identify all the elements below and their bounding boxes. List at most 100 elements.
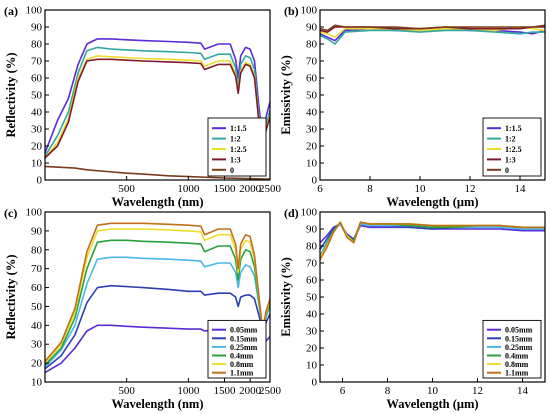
x-tick-label: 6 — [340, 385, 346, 397]
series-line-1-1mm — [45, 222, 270, 362]
x-axis-label: Wavelength (nm) — [111, 397, 203, 411]
series-line-0-15mm — [45, 284, 270, 370]
plot-frame — [44, 211, 271, 383]
legend-label: 0 — [230, 166, 234, 175]
series-line-1-1-5 — [45, 38, 270, 154]
legend-label: 0.4mm — [230, 352, 254, 361]
y-tick-label: 50 — [306, 90, 318, 102]
y-tick-label: 30 — [306, 124, 318, 136]
y-tick-label: 70 — [31, 263, 43, 275]
legend-label: 0.25mm — [505, 343, 533, 352]
y-tick-label: 90 — [31, 225, 43, 237]
y-tick-label: 70 — [306, 258, 318, 270]
x-tick-label: 14 — [517, 385, 529, 397]
legend-label: 0.15mm — [505, 334, 533, 343]
legend-label: 1:2.5 — [230, 145, 247, 154]
x-tick-label: 14 — [515, 183, 527, 195]
y-tick-label: 40 — [306, 309, 318, 321]
panel-b: (b) 0 10 20 30 40 50 60 70 80 90 100 6 8 10 12 14 Wavelen… — [279, 4, 546, 209]
y-tick-label: 0 — [312, 175, 318, 187]
y-tick-label: 40 — [31, 107, 43, 119]
panel-label: (c) — [4, 206, 17, 220]
y-tick-label: 10 — [31, 377, 43, 389]
y-tick-label: 40 — [31, 320, 43, 332]
x-tick-label: 1000 — [177, 385, 200, 397]
y-tick-label: 50 — [31, 301, 43, 313]
y-tick-label: 100 — [26, 5, 43, 17]
y-axis-label: Emissivity (%) — [279, 55, 293, 135]
y-tick-label: 10 — [31, 158, 43, 170]
y-axis-label: Reflectivity (%) — [4, 254, 18, 339]
x-tick-label: 6 — [317, 183, 323, 195]
legend-label: 0 — [505, 166, 509, 175]
y-tick-label: 0 — [37, 175, 43, 187]
x-tick-label: 500 — [118, 183, 135, 195]
legend-label: 0.05mm — [230, 326, 258, 335]
y-tick-label: 70 — [306, 56, 318, 68]
series-line-0 — [45, 165, 270, 180]
legend-label: 0.05mm — [505, 326, 533, 335]
y-axis-label: Reflectivity (%) — [4, 52, 18, 137]
y-tick-label: 30 — [31, 339, 43, 351]
x-axis-label: Wavelength (nm) — [111, 195, 203, 209]
x-tick-label: 1500 — [213, 385, 236, 397]
legend-label: 1.1mm — [230, 369, 254, 378]
y-tick-label: 80 — [306, 241, 318, 253]
y-tick-label: 80 — [31, 244, 43, 256]
series-line-1-3 — [45, 58, 270, 159]
y-tick-label: 0 — [312, 377, 318, 389]
y-tick-label: 100 — [301, 207, 318, 219]
legend-label: 0.25mm — [230, 343, 258, 352]
y-tick-label: 60 — [306, 275, 318, 287]
y-tick-label: 70 — [31, 56, 43, 68]
x-tick-label: 1000 — [177, 183, 200, 195]
legend-label: 0.8mm — [505, 360, 529, 369]
x-tick-label: 8 — [367, 183, 373, 195]
legend-label: 1:1.5 — [230, 124, 247, 133]
legend-label: 1:2 — [505, 135, 516, 144]
panel-label: (d) — [284, 206, 299, 220]
x-tick-label: 2000 — [239, 183, 262, 195]
y-tick-label: 50 — [306, 292, 318, 304]
legend-label: 1.1mm — [505, 369, 529, 378]
legend-label: 1:1.5 — [505, 124, 522, 133]
y-tick-label: 60 — [31, 282, 43, 294]
x-axis-label: Wavelength (μm) — [386, 195, 478, 209]
y-tick-label: 90 — [31, 22, 43, 34]
y-tick-label: 10 — [306, 360, 318, 372]
series-line-1-2 — [45, 46, 270, 157]
y-tick-label: 60 — [306, 73, 318, 85]
y-tick-label: 20 — [306, 343, 318, 355]
legend-label: 0.8mm — [230, 360, 254, 369]
legend: 1:1.5 1:21:2.51:3 0 — [207, 117, 267, 177]
x-tick-label: 2500 — [259, 183, 282, 195]
panel-d: (d) 0 10 20 30 40 50 60 70 80 90 100 6 8 10 12 14 Wavelen… — [279, 206, 546, 411]
panel-label: (b) — [284, 4, 299, 18]
x-tick-label: 12 — [465, 183, 476, 195]
x-tick-label: 1500 — [213, 183, 236, 195]
y-axis-label: Emissivity (%) — [279, 257, 293, 337]
panel-label: (a) — [4, 4, 18, 18]
y-tick-label: 50 — [31, 90, 43, 102]
x-tick-label: 10 — [415, 183, 427, 195]
panel-a: (a) 0 10 20 30 40 50 60 70 80 90 100 500 1000 1500 2000… — [4, 4, 282, 209]
series-group — [320, 24, 545, 45]
x-tick-label: 2500 — [259, 385, 282, 397]
series-line-1-2 — [320, 29, 545, 45]
x-tick-label: 10 — [427, 385, 439, 397]
y-tick-label: 60 — [31, 73, 43, 85]
y-tick-label: 80 — [306, 39, 318, 51]
x-axis-label: Wavelength (μm) — [386, 397, 478, 411]
y-tick-label: 90 — [306, 22, 318, 34]
series-line-1-1mm — [320, 221, 545, 260]
y-tick-label: 30 — [306, 326, 318, 338]
series-group — [320, 221, 545, 260]
legend-label: 1:3 — [505, 155, 516, 164]
x-tick-label: 8 — [385, 385, 391, 397]
y-tick-label: 20 — [31, 358, 43, 370]
x-tick-label: 12 — [472, 385, 483, 397]
y-tick-label: 10 — [306, 158, 318, 170]
y-tick-label: 80 — [31, 39, 43, 51]
